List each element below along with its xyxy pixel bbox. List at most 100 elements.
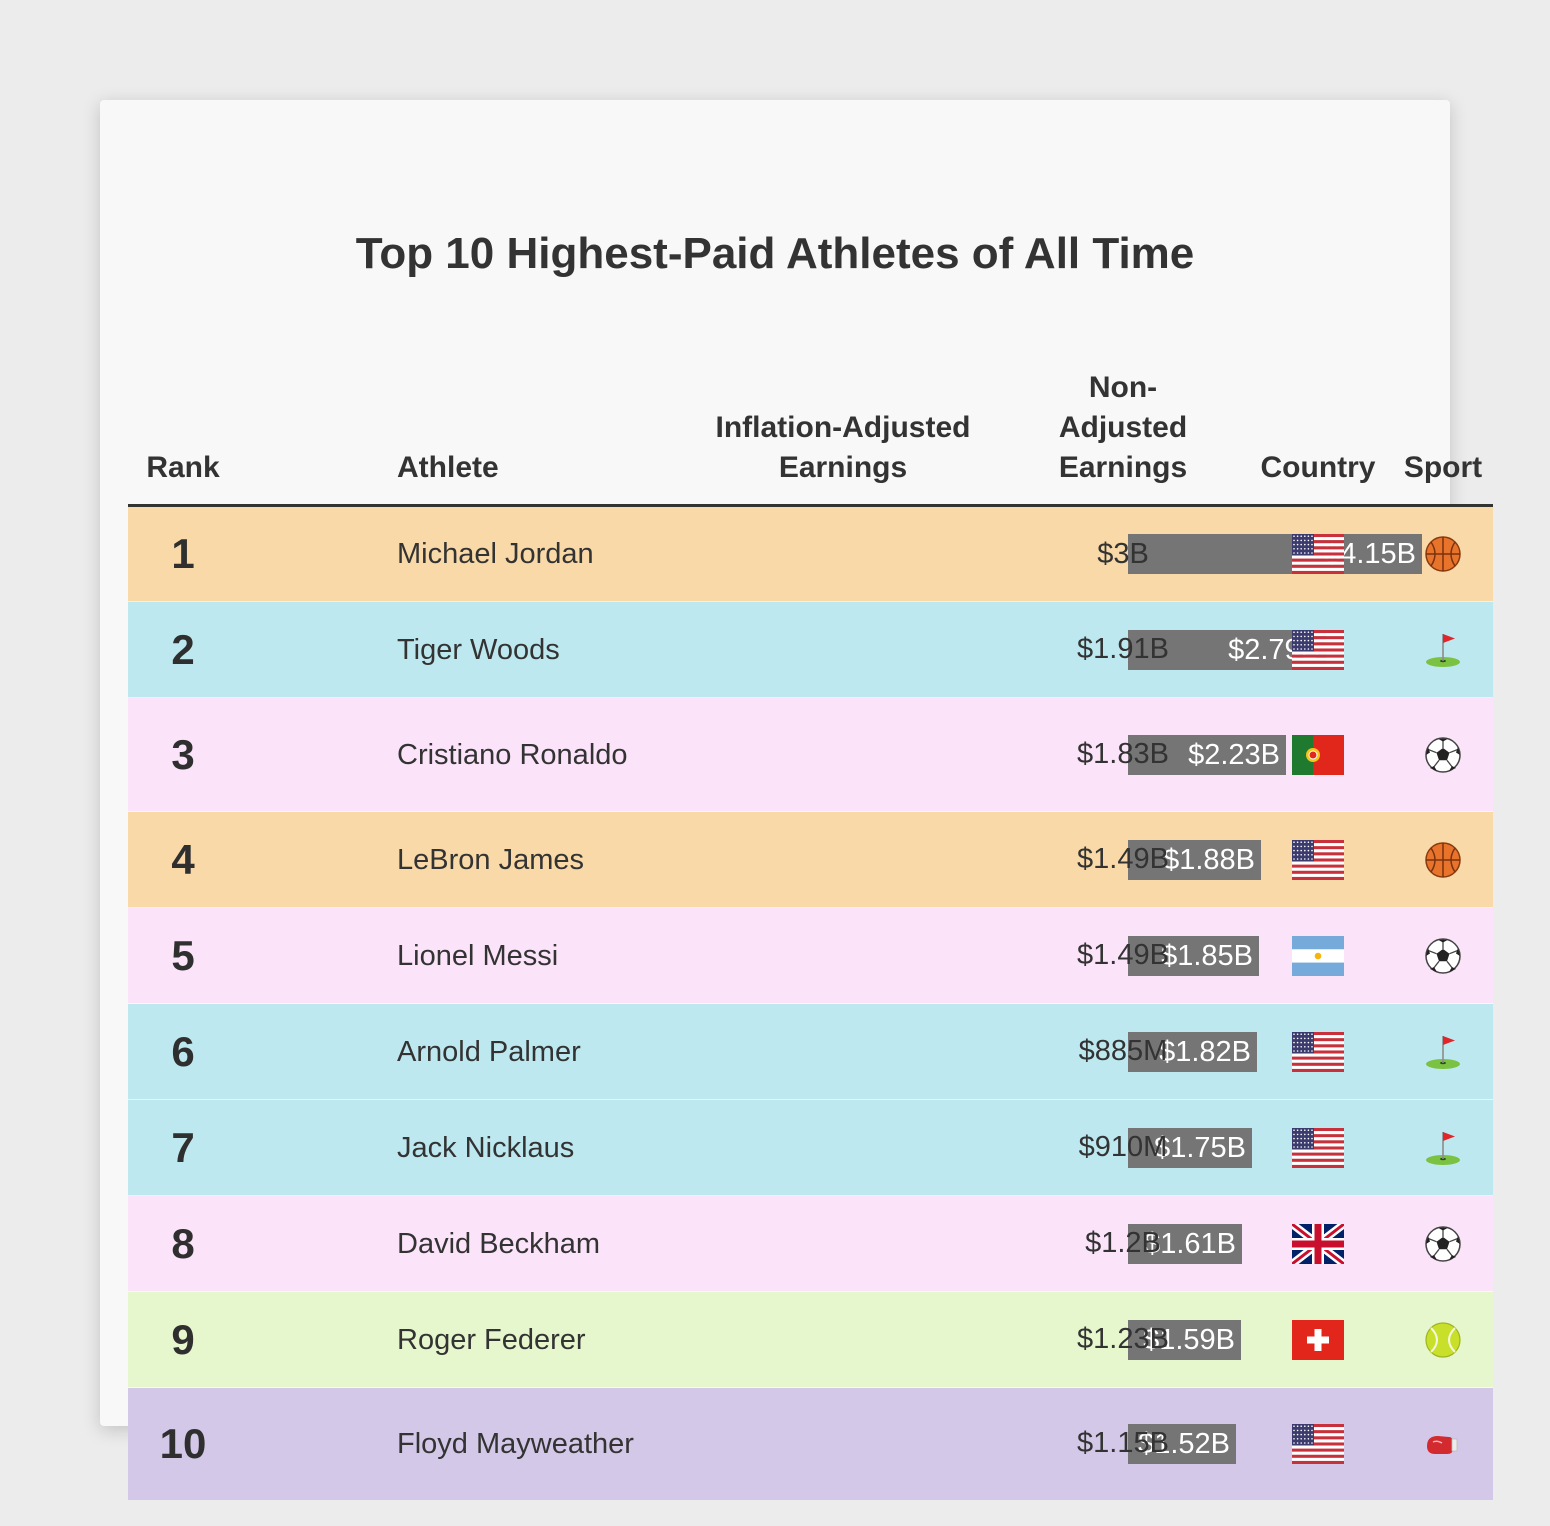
athlete-name: LeBron James	[397, 843, 584, 876]
non-adjusted-cell: $1.23B	[1003, 1291, 1243, 1388]
non-adjusted-value: $1.83B	[1077, 738, 1169, 770]
rank-cell: 9	[128, 1291, 238, 1388]
inflation-adjusted-cell: $2.79B	[683, 601, 1326, 698]
sport-cell	[1393, 1387, 1493, 1500]
athlete-cell: David Beckham	[238, 1195, 683, 1292]
usa-flag-icon	[1292, 1423, 1344, 1464]
bar-label: $1.88B	[1163, 843, 1255, 876]
sport-cell	[1393, 1291, 1493, 1388]
athlete-cell: Michael Jordan	[238, 505, 683, 602]
athlete-name: Roger Federer	[397, 1323, 586, 1356]
sport-cell	[1393, 1195, 1493, 1292]
header-inflation-adjusted: Inflation-Adjusted Earnings	[683, 364, 1003, 507]
athlete-name: David Beckham	[397, 1227, 601, 1260]
rank-cell: 8	[128, 1195, 238, 1292]
athlete-name: Arnold Palmer	[397, 1035, 581, 1068]
rank-value: 6	[171, 1027, 195, 1075]
golf-flag-icon	[1426, 1035, 1460, 1069]
non-adjusted-value: $3B	[1097, 537, 1149, 570]
country-cell	[1243, 1291, 1393, 1388]
bar-label: $1.85B	[1161, 939, 1253, 972]
rank-cell: 4	[128, 811, 238, 908]
rank-value: 3	[171, 730, 195, 778]
non-adjusted-cell: $1.91B	[1003, 601, 1243, 698]
rank-cell: 10	[128, 1387, 238, 1500]
argentina-flag-icon	[1292, 935, 1344, 976]
athlete-name: Jack Nicklaus	[397, 1131, 575, 1164]
soccer-ball-icon	[1425, 937, 1461, 974]
earnings-bar: $1.85B	[1128, 935, 1259, 976]
rank-value: 2	[171, 625, 195, 673]
rank-value: 4	[171, 835, 195, 883]
table-row: 2 Tiger Woods $2.79B $1.91B	[128, 601, 1493, 698]
header-inflation-line: Earnings	[778, 451, 908, 484]
header-non-adjusted-line: Adjusted	[1058, 411, 1188, 444]
header-sport: Sport	[1393, 364, 1493, 507]
non-adjusted-value: $1.2B	[1085, 1227, 1161, 1259]
header-country-label: Country	[1260, 451, 1376, 484]
header-non-adjusted-line: Non-	[1088, 371, 1158, 404]
athlete-cell: Jack Nicklaus	[238, 1099, 683, 1196]
inflation-adjusted-cell: $1.61B	[683, 1195, 1242, 1292]
inflation-adjusted-cell: $1.75B	[683, 1099, 1252, 1196]
country-cell	[1243, 1387, 1393, 1500]
athlete-cell: Arnold Palmer	[238, 1003, 683, 1100]
athlete-cell: Lionel Messi	[238, 907, 683, 1004]
inflation-adjusted-cell: $1.59B	[683, 1291, 1241, 1388]
earnings-table: Rank Athlete Inflation-Adjusted Earnings …	[128, 364, 1493, 1500]
rank-value: 9	[171, 1315, 195, 1363]
athlete-name: Tiger Woods	[397, 633, 560, 666]
table-row: 1 Michael Jordan $4.15B $3B	[128, 505, 1493, 602]
header-sport-label: Sport	[1403, 451, 1483, 484]
sport-cell	[1393, 1003, 1493, 1100]
country-cell	[1243, 907, 1393, 1004]
table-row: 8 David Beckham $1.61B $1.2B	[128, 1195, 1493, 1292]
usa-flag-icon	[1292, 629, 1344, 670]
athlete-name: Lionel Messi	[397, 939, 559, 972]
usa-flag-icon	[1292, 1031, 1344, 1072]
country-cell	[1243, 1195, 1393, 1292]
basketball-icon	[1425, 841, 1461, 878]
table-row: 10 Floyd Mayweather $1.52B $1.15B	[128, 1387, 1493, 1500]
rank-value: 8	[171, 1219, 195, 1267]
country-cell	[1243, 1003, 1393, 1100]
header-non-adjusted-line: Earnings	[1058, 451, 1188, 484]
header-rank-label: Rank	[146, 451, 220, 484]
chart-title: Top 10 Highest-Paid Athletes of All Time	[355, 229, 1195, 278]
header-non-adjusted: Non- Adjusted Earnings	[1003, 364, 1243, 507]
table-row: 6 Arnold Palmer $1.82B $885M	[128, 1003, 1493, 1100]
usa-flag-icon	[1292, 1127, 1344, 1168]
soccer-ball-icon	[1425, 736, 1461, 773]
rank-value: 5	[171, 931, 195, 979]
boxing-glove-icon	[1427, 1435, 1458, 1454]
rank-cell: 7	[128, 1099, 238, 1196]
non-adjusted-value: $1.49B	[1077, 939, 1169, 971]
usa-flag-icon	[1292, 534, 1344, 574]
inflation-adjusted-cell: $4.15B	[683, 505, 1422, 602]
non-adjusted-cell: $1.2B	[1003, 1195, 1243, 1292]
athlete-cell: LeBron James	[238, 811, 683, 908]
athlete-cell: Roger Federer	[238, 1291, 683, 1388]
inflation-adjusted-cell: $1.52B	[683, 1387, 1236, 1500]
table-row: 3 Cristiano Ronaldo $2.23B $1.83B	[128, 697, 1493, 812]
non-adjusted-value: $885M	[1078, 1035, 1168, 1067]
bar-label: $1.82B	[1159, 1035, 1251, 1068]
basketball-icon	[1425, 536, 1461, 572]
table-row: 4 LeBron James $1.88B $1.49B	[128, 811, 1493, 908]
non-adjusted-value: $1.91B	[1077, 633, 1169, 665]
non-adjusted-cell: $3B	[1003, 505, 1243, 602]
golf-flag-icon	[1426, 633, 1460, 667]
athlete-name: Michael Jordan	[397, 538, 594, 570]
soccer-ball-icon	[1425, 1225, 1461, 1262]
sport-cell	[1393, 907, 1493, 1004]
inflation-adjusted-cell: $1.88B	[683, 811, 1261, 908]
golf-flag-icon	[1426, 1131, 1460, 1165]
header-athlete: Athlete	[238, 364, 683, 507]
portugal-flag-icon	[1292, 734, 1344, 775]
non-adjusted-value: $1.49B	[1077, 843, 1169, 875]
chart-card: Top 10 Highest-Paid Athletes of All Time…	[100, 100, 1493, 1500]
uk-flag-icon	[1292, 1223, 1344, 1264]
inflation-adjusted-cell: $1.85B	[683, 907, 1259, 1004]
header-rank: Rank	[128, 364, 238, 507]
header-inflation-line: Inflation-Adjusted	[715, 411, 971, 444]
